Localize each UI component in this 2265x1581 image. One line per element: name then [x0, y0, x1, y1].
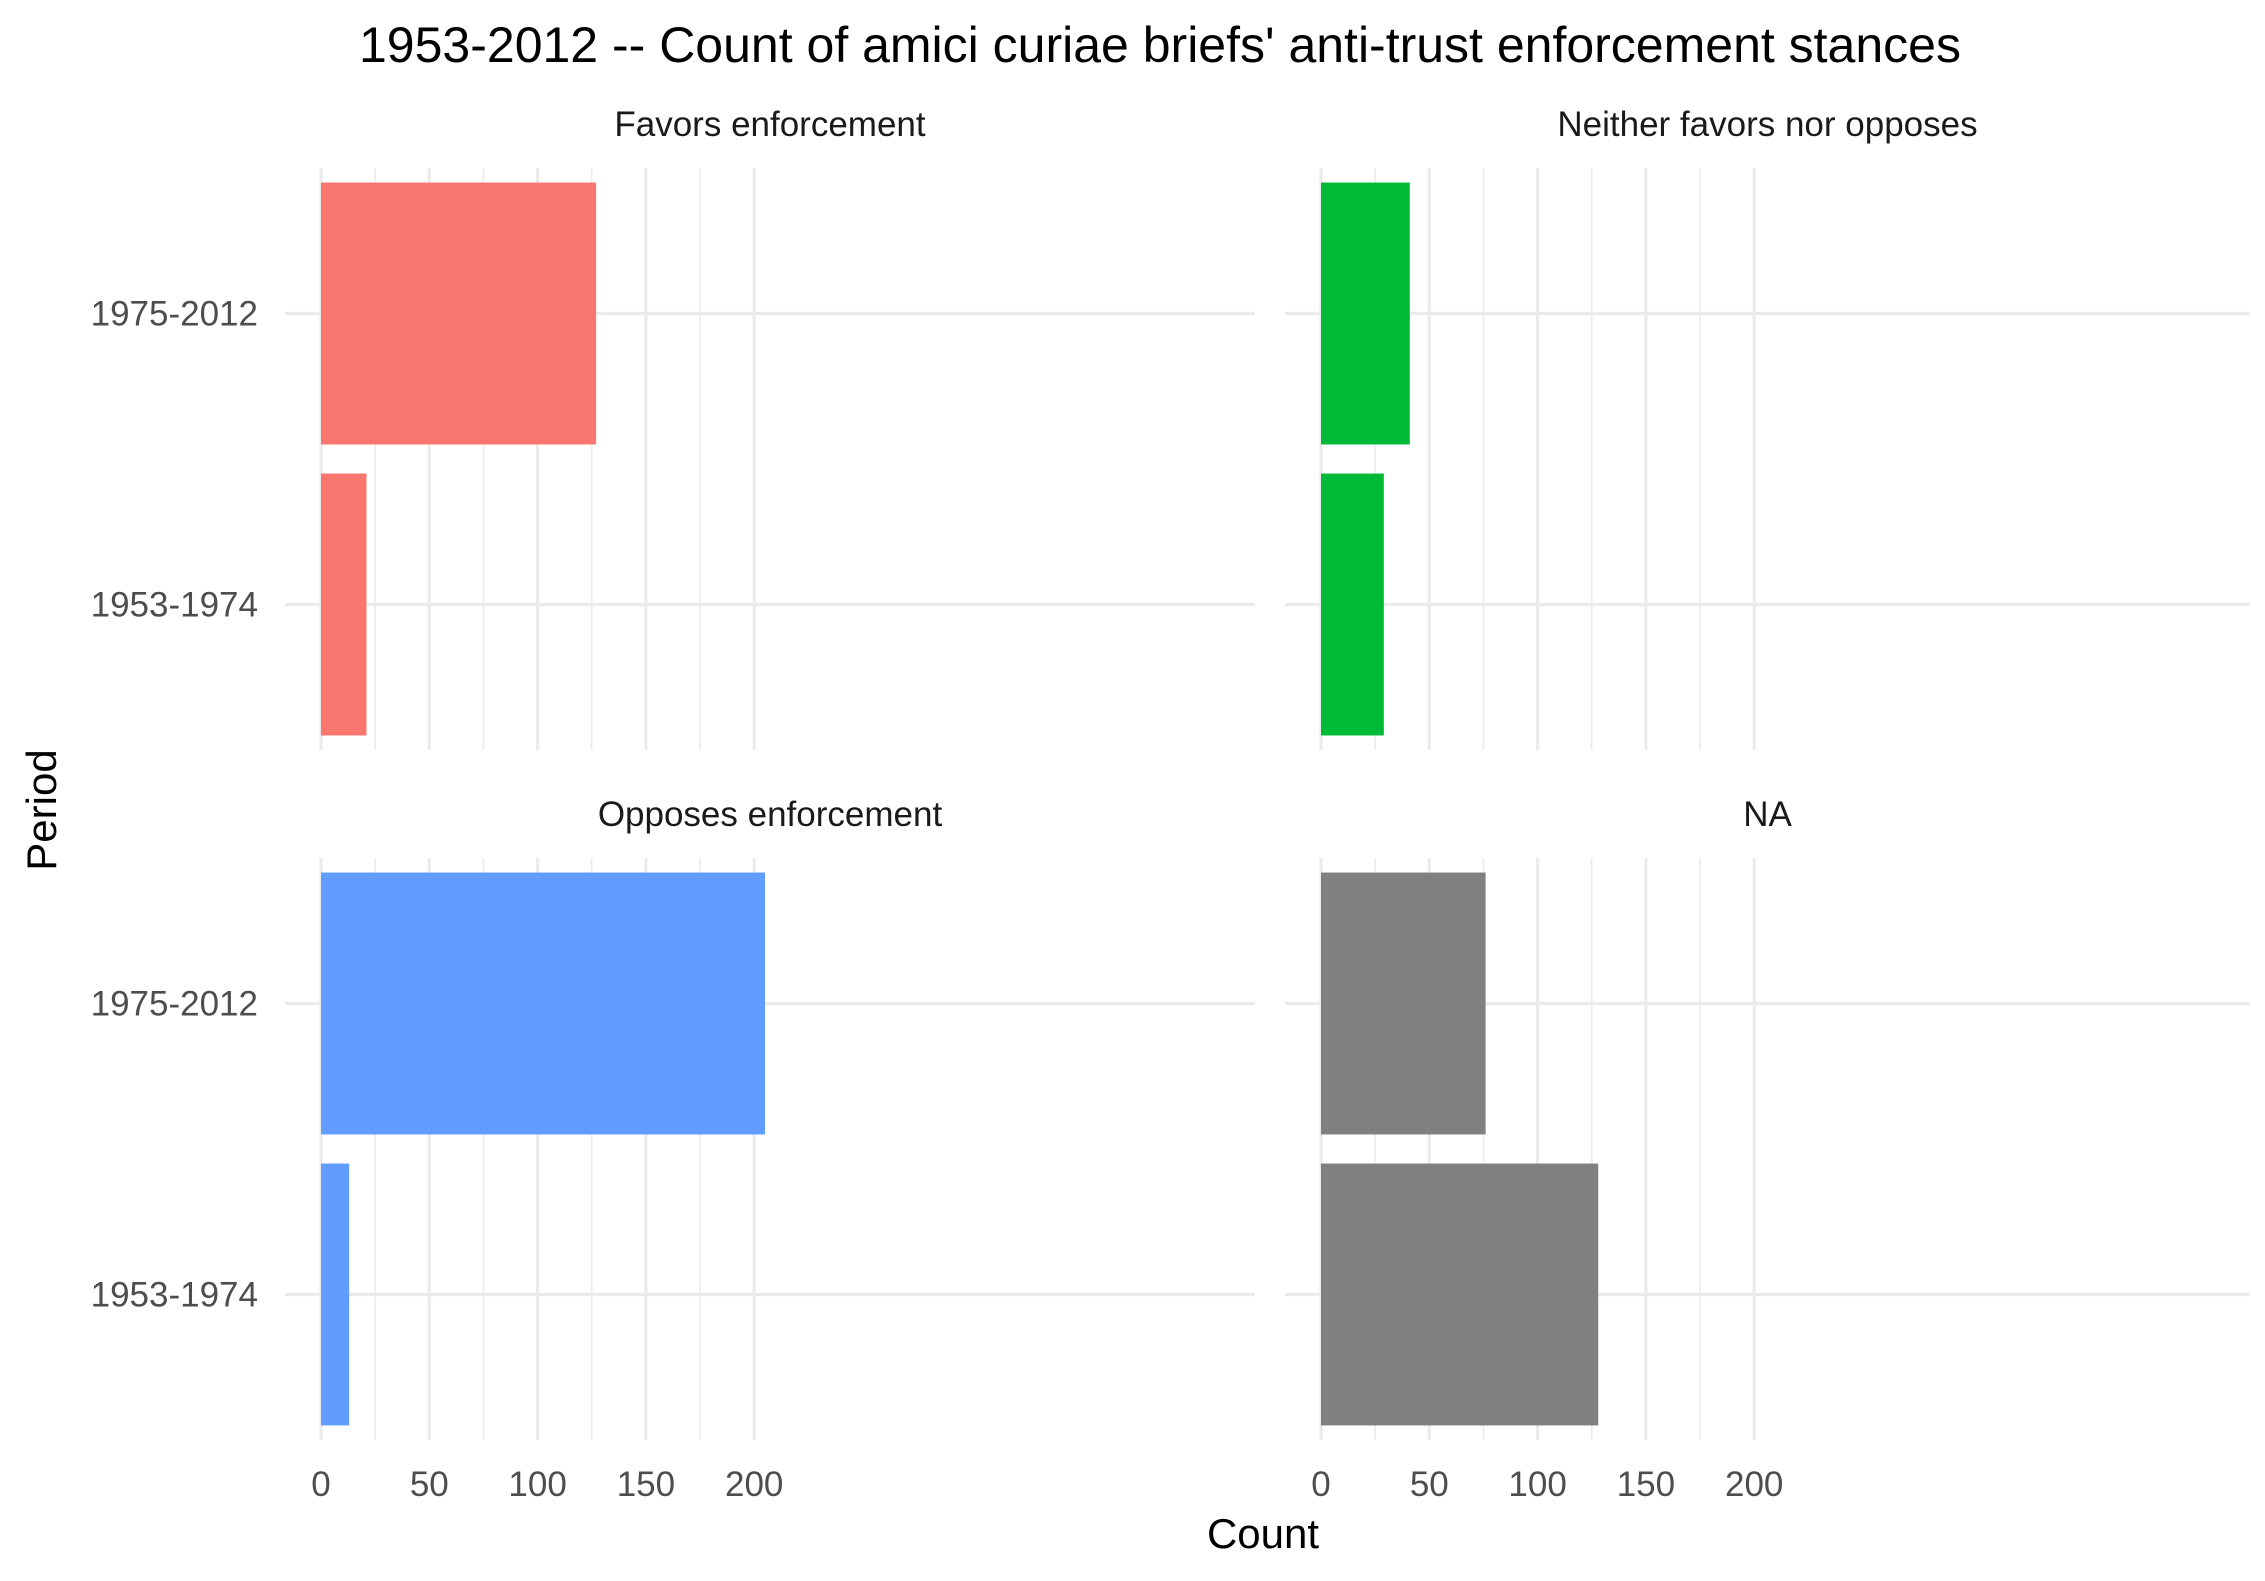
bar — [321, 182, 597, 445]
facet-label: Opposes enforcement — [598, 795, 943, 834]
bar — [321, 1163, 350, 1426]
chart-title: 1953-2012 -- Count of amici curiae brief… — [359, 17, 1961, 73]
bar — [321, 872, 766, 1135]
x-tick-label: 50 — [1410, 1465, 1449, 1504]
facet-panel: Favors enforcement 1975-2012 1953-1974 — [91, 105, 1255, 750]
bar — [1321, 473, 1384, 736]
bar — [1321, 182, 1410, 445]
x-axis-title: Count — [1207, 1510, 1319, 1557]
facet-label: NA — [1743, 795, 1792, 834]
x-tick-label: 100 — [1508, 1465, 1566, 1504]
bar — [1321, 1163, 1599, 1426]
bar — [1321, 872, 1486, 1135]
x-tick-label: 200 — [1725, 1465, 1783, 1504]
y-tick-label: 1975-2012 — [91, 985, 258, 1024]
x-tick-label: 150 — [1617, 1465, 1675, 1504]
y-tick-label: 1953-1974 — [91, 1276, 258, 1315]
x-tick-label: 0 — [311, 1465, 330, 1504]
y-axis-title: Period — [18, 749, 65, 870]
bar — [321, 473, 367, 736]
x-tick-label: 100 — [508, 1465, 566, 1504]
x-tick-label: 50 — [410, 1465, 449, 1504]
facet-panel: Opposes enforcement 1975-2012 1953-1974 0 50… — [91, 795, 1255, 1504]
x-tick-label: 0 — [1311, 1465, 1330, 1504]
y-tick-label: 1953-1974 — [91, 586, 258, 625]
facet-panel: NA 0 50 100 150 200 — [1285, 795, 2250, 1504]
facet-panels: Favors enforcement 1975-2012 1953-1974 Neit… — [91, 105, 2250, 1504]
x-tick-label: 200 — [725, 1465, 783, 1504]
facet-panel: Neither favors nor opposes — [1285, 105, 2250, 750]
y-tick-label: 1975-2012 — [91, 295, 258, 334]
facet-label: Neither favors nor opposes — [1557, 105, 1977, 144]
facet-label: Favors enforcement — [614, 105, 926, 144]
x-tick-label: 150 — [617, 1465, 675, 1504]
